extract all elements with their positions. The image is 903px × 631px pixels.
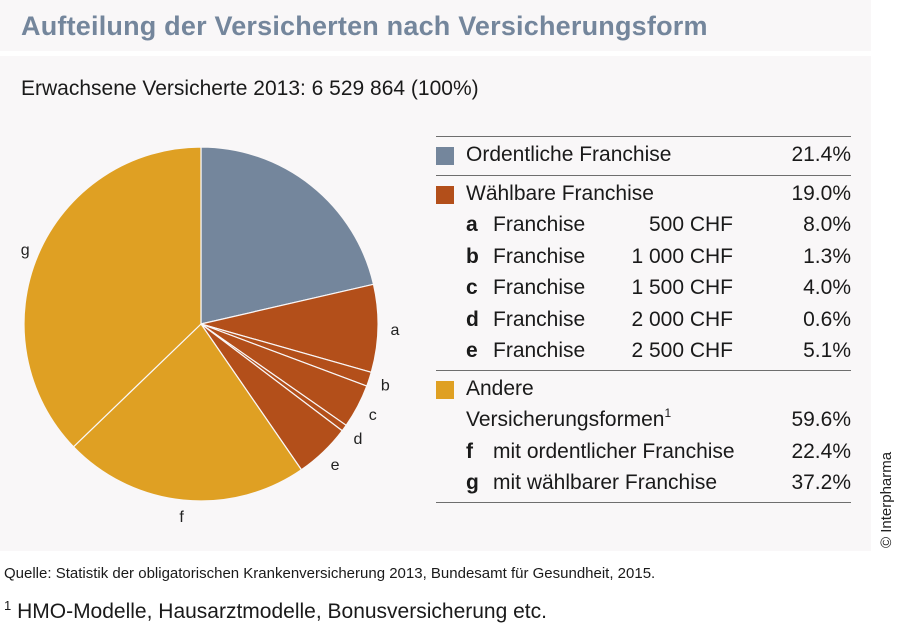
legend-label: Franchise xyxy=(493,276,586,299)
legend-amount: 2 500 CHF xyxy=(631,339,733,362)
legend-divider xyxy=(436,369,851,371)
footnote-text: HMO-Modelle, Hausarztmodelle, Bonusversi… xyxy=(17,600,547,623)
footnote-number: 1 xyxy=(4,598,12,613)
legend-subitem-b: b Franchise 1 000 CHF 1.3% xyxy=(436,239,851,271)
legend-label: Franchise xyxy=(493,307,586,331)
legend-swatch-waehlbare xyxy=(436,185,454,204)
pie-slice-a xyxy=(200,283,379,374)
legend-value: 19.0% xyxy=(791,181,851,205)
legend-subitem-c: c Franchise 1 500 CHF 4.0% xyxy=(436,270,851,302)
pie-label-a: a xyxy=(390,322,399,339)
legend-value: 22.4% xyxy=(791,439,851,463)
legend-subitem-d: d Franchise 2 000 CHF 0.6% xyxy=(436,302,851,334)
legend-value: 0.6% xyxy=(803,307,851,331)
pie-slice-f xyxy=(72,323,303,502)
legend-label: Wählbare Franchise xyxy=(466,181,654,205)
legend-divider xyxy=(436,501,851,503)
legend-value: 8.0% xyxy=(803,213,851,236)
title-panel xyxy=(0,0,871,51)
legend-label: Franchise xyxy=(493,213,586,236)
source-note: Quelle: Statistik der obligatorischen Kr… xyxy=(4,565,656,582)
pie-label-e: e xyxy=(331,457,340,474)
legend-key: f xyxy=(466,439,473,463)
legend-amount: 2 000 CHF xyxy=(631,307,733,331)
legend-key: g xyxy=(466,471,479,494)
chart-subtitle: Erwachsene Versicherte 2013: 6 529 864 (… xyxy=(21,77,479,100)
legend-value: 21.4% xyxy=(791,143,851,166)
pie-slice-ordentliche xyxy=(200,146,375,325)
legend-key: d xyxy=(466,307,479,331)
legend-item-waehlbare: Wählbare Franchise 19.0% xyxy=(436,176,851,208)
legend-divider xyxy=(436,136,851,137)
legend-item-ordentliche: Ordentliche Franchise 21.4% xyxy=(436,137,851,169)
chart-title: Aufteilung der Versicherten nach Versich… xyxy=(21,11,708,41)
legend-label: mit wählbarer Franchise xyxy=(493,471,718,494)
legend-key: a xyxy=(466,213,478,236)
legend-key: c xyxy=(466,276,478,299)
legend-divider xyxy=(436,174,851,176)
legend-subitem-a: a Franchise 500 CHF 8.0% xyxy=(436,207,851,239)
legend-swatch-andere xyxy=(436,380,454,399)
legend-label: mit ordentlicher Franchise xyxy=(493,439,735,463)
pie-slice-g xyxy=(23,146,202,448)
legend-subitem-e: e Franchise 2 500 CHF 5.1% xyxy=(436,333,851,365)
legend-value: 59.6% xyxy=(791,408,851,431)
footnote: 1 HMO-Modelle, Hausarztmodelle, Bonusver… xyxy=(4,598,547,624)
pie-label-g: g xyxy=(21,242,30,259)
legend-value: 1.3% xyxy=(803,244,851,268)
legend-value: 5.1% xyxy=(803,339,851,362)
legend-key: e xyxy=(466,339,478,362)
legend-value: 4.0% xyxy=(803,276,851,299)
pie-label-f: f xyxy=(179,509,184,526)
legend-key: b xyxy=(466,244,479,268)
legend-amount: 1 000 CHF xyxy=(631,244,733,268)
legend-label: Ordentliche Franchise xyxy=(466,143,672,166)
legend: Ordentliche Franchise 21.4% Wählbare Fra… xyxy=(436,136,851,503)
legend-label: Franchise xyxy=(493,339,586,362)
legend-label-line1: Andere xyxy=(466,376,534,400)
pie-label-c: c xyxy=(369,407,377,424)
legend-label-line2: Versicherungsformen xyxy=(466,408,665,431)
legend-amount: 1 500 CHF xyxy=(631,276,733,299)
pie-label-d: d xyxy=(353,431,362,448)
legend-label: Franchise xyxy=(493,244,586,268)
legend-subitem-g: g mit wählbarer Franchise 37.2% xyxy=(436,465,851,497)
legend-subitem-f: f mit ordentlicher Franchise 22.4% xyxy=(436,434,851,466)
legend-value: 37.2% xyxy=(791,471,851,494)
legend-item-andere: Andere xyxy=(436,371,851,403)
pie-label-b: b xyxy=(381,378,390,395)
legend-item-andere-line2: Versicherungsformen1 59.6% xyxy=(436,402,851,434)
footnote-mark: 1 xyxy=(664,406,672,420)
legend-swatch-ordentliche xyxy=(436,147,454,165)
legend-amount: 500 CHF xyxy=(648,213,733,236)
copyright-notice: © Interpharma xyxy=(878,451,895,548)
